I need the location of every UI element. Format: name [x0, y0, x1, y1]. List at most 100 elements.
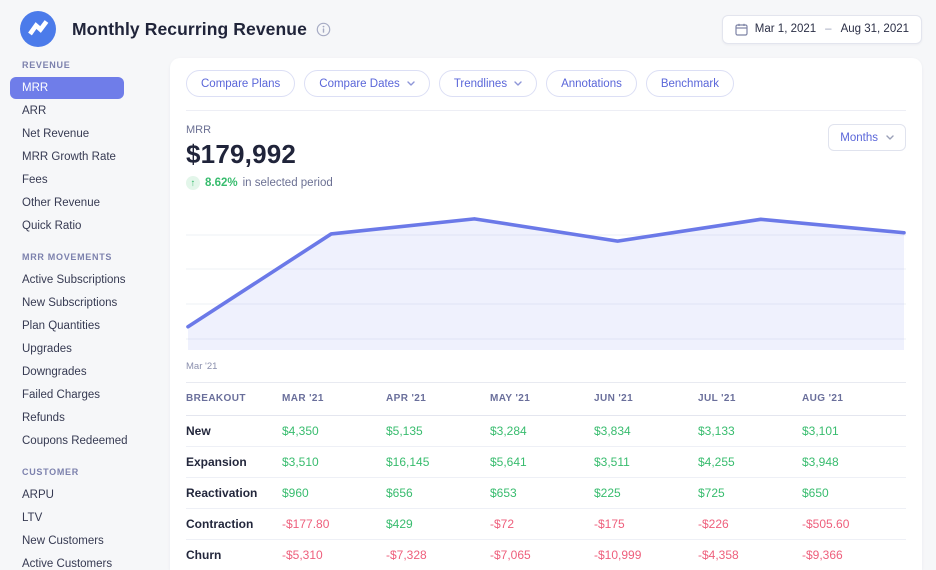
table-cell-expansion-jun-21: $3,511	[594, 447, 698, 478]
calendar-icon	[735, 23, 748, 36]
table-header-cell-apr-21: APR '21	[386, 382, 490, 416]
table-row-label-new: New	[186, 416, 282, 447]
table-cell-new-apr-21: $5,135	[386, 416, 490, 447]
table-cell-churn-jul-21: -$4,358	[698, 540, 802, 570]
table-header-cell-aug-21: AUG '21	[802, 382, 906, 416]
breakout-table: BREAKOUT MAR '21 APR '21 MAY '21 JUN '21 JUL …	[186, 382, 906, 570]
table-cell-expansion-mar-21: $3,510	[282, 447, 386, 478]
table-row-label-expansion: Expansion	[186, 447, 282, 478]
table-cell-reactivation-jun-21: $225	[594, 478, 698, 509]
metric-delta-suffix: in selected period	[242, 177, 333, 189]
table-cell-churn-mar-21: -$5,310	[282, 540, 386, 570]
sidebar-item-other-revenue[interactable]: Other Revenue	[22, 197, 100, 209]
table-cell-contraction-may-21: -$72	[490, 509, 594, 540]
table-cell-contraction-mar-21: -$177.80	[282, 509, 386, 540]
x-axis-label: Mar '21	[186, 361, 218, 372]
pulse-icon	[20, 11, 56, 47]
app-logo[interactable]	[20, 11, 56, 47]
table-cell-expansion-apr-21: $16,145	[386, 447, 490, 478]
metric-value: $179,992	[186, 139, 297, 169]
sidebar-item-arr[interactable]: ARR	[22, 105, 47, 117]
main-card: Compare Plans Compare Dates Trendlines Anno…	[170, 58, 922, 570]
sidebar-item-refunds[interactable]: Refunds	[22, 412, 65, 424]
sidebar-item-failed-charges[interactable]: Failed Charges	[22, 389, 100, 401]
sidebar-item-new-subscriptions[interactable]: New Subscriptions	[22, 297, 118, 309]
info-icon[interactable]	[316, 22, 331, 37]
date-range-separator: –	[825, 23, 832, 35]
chevron-down-icon	[407, 81, 415, 86]
chevron-down-icon	[514, 81, 522, 86]
sidebar-item-arpu[interactable]: ARPU	[22, 489, 54, 501]
table-cell-new-may-21: $3,284	[490, 416, 594, 447]
table-header-cell-jun-21: JUN '21	[594, 382, 698, 416]
arrow-up-icon: ↑	[186, 176, 200, 190]
table-cell-reactivation-may-21: $653	[490, 478, 594, 509]
table-cell-new-jun-21: $3,834	[594, 416, 698, 447]
table-cell-contraction-jun-21: -$175	[594, 509, 698, 540]
sidebar-item-downgrades[interactable]: Downgrades	[22, 366, 87, 378]
date-range-start: Mar 1, 2021	[754, 23, 817, 35]
sidebar-item-quick-ratio[interactable]: Quick Ratio	[22, 220, 82, 232]
table-cell-expansion-aug-21: $3,948	[802, 447, 906, 478]
table-cell-contraction-aug-21: -$505.60	[802, 509, 906, 540]
chevron-down-icon	[886, 135, 894, 140]
metric-block: MRR $179,992 ↑ 8.62% in selected period …	[186, 124, 906, 190]
sidebar-section-label-mrr-movements: MRR MOVEMENTS	[22, 252, 113, 262]
table-cell-contraction-jul-21: -$226	[698, 509, 802, 540]
sidebar-item-mrr-growth-rate[interactable]: MRR Growth Rate	[22, 151, 116, 163]
table-cell-new-jul-21: $3,133	[698, 416, 802, 447]
compare-plans-button[interactable]: Compare Plans	[186, 70, 296, 97]
app-header: Monthly Recurring Revenue Mar 1, 2021 – …	[0, 0, 936, 58]
table-cell-reactivation-jul-21: $725	[698, 478, 802, 509]
compare-plans-label: Compare Plans	[201, 77, 281, 90]
date-range-end: Aug 31, 2021	[840, 23, 909, 35]
mrr-chart[interactable]: Mar '21	[186, 200, 906, 372]
table-header-cell-jul-21: JUL '21	[698, 382, 802, 416]
period-selector-label: Months	[840, 131, 878, 144]
table-cell-contraction-apr-21: $429	[386, 509, 490, 540]
sidebar-item-plan-quantities[interactable]: Plan Quantities	[22, 320, 100, 332]
sidebar-item-upgrades[interactable]: Upgrades	[22, 343, 72, 355]
date-range-picker[interactable]: Mar 1, 2021 – Aug 31, 2021	[721, 14, 922, 44]
table-cell-expansion-may-21: $5,641	[490, 447, 594, 478]
table-cell-churn-apr-21: -$7,328	[386, 540, 490, 570]
table-cell-churn-may-21: -$7,065	[490, 540, 594, 570]
table-header-cell-breakout: BREAKOUT	[186, 382, 282, 416]
chart-toolbar: Compare Plans Compare Dates Trendlines Anno…	[186, 70, 906, 111]
mrr-area-chart[interactable]	[186, 200, 906, 358]
table-cell-expansion-jul-21: $4,255	[698, 447, 802, 478]
table-cell-reactivation-apr-21: $656	[386, 478, 490, 509]
period-selector[interactable]: Months	[828, 124, 906, 151]
sidebar-item-coupons-redeemed[interactable]: Coupons Redeemed	[22, 435, 128, 447]
sidebar-item-ltv[interactable]: LTV	[22, 512, 43, 524]
annotations-button[interactable]: Annotations	[546, 70, 637, 97]
table-row-label-contraction: Contraction	[186, 509, 282, 540]
table-cell-reactivation-aug-21: $650	[802, 478, 906, 509]
table-row-label-churn: Churn	[186, 540, 282, 570]
compare-dates-button[interactable]: Compare Dates	[304, 70, 430, 97]
benchmark-label: Benchmark	[660, 77, 720, 90]
metric-label: MRR	[186, 124, 212, 136]
sidebar-item-fees[interactable]: Fees	[22, 174, 48, 186]
sidebar-item-new-customers[interactable]: New Customers	[22, 535, 104, 547]
sidebar-section-label-customer: CUSTOMER	[22, 467, 79, 477]
table-cell-new-mar-21: $4,350	[282, 416, 386, 447]
table-cell-churn-jun-21: -$10,999	[594, 540, 698, 570]
table-cell-reactivation-mar-21: $960	[282, 478, 386, 509]
sidebar-item-active-subscriptions[interactable]: Active Subscriptions	[22, 274, 126, 286]
trendlines-button[interactable]: Trendlines	[438, 70, 538, 97]
metric-delta-value: 8.62%	[205, 177, 238, 189]
sidebar-item-net-revenue[interactable]: Net Revenue	[22, 128, 90, 140]
sidebar: REVENUE MRR ARR Net Revenue MRR Growth Rate F…	[0, 58, 170, 570]
annotations-label: Annotations	[561, 77, 622, 90]
sidebar-item-mrr[interactable]: MRR	[10, 77, 124, 99]
benchmark-button[interactable]: Benchmark	[645, 70, 735, 97]
table-cell-churn-aug-21: -$9,366	[802, 540, 906, 570]
table-header-cell-may-21: MAY '21	[490, 382, 594, 416]
compare-dates-label: Compare Dates	[319, 77, 400, 90]
table-header-cell-mar-21: MAR '21	[282, 382, 386, 416]
table-row-label-reactivation: Reactivation	[186, 478, 282, 509]
sidebar-item-active-customers[interactable]: Active Customers	[22, 558, 113, 570]
page-title: Monthly Recurring Revenue	[72, 18, 307, 39]
